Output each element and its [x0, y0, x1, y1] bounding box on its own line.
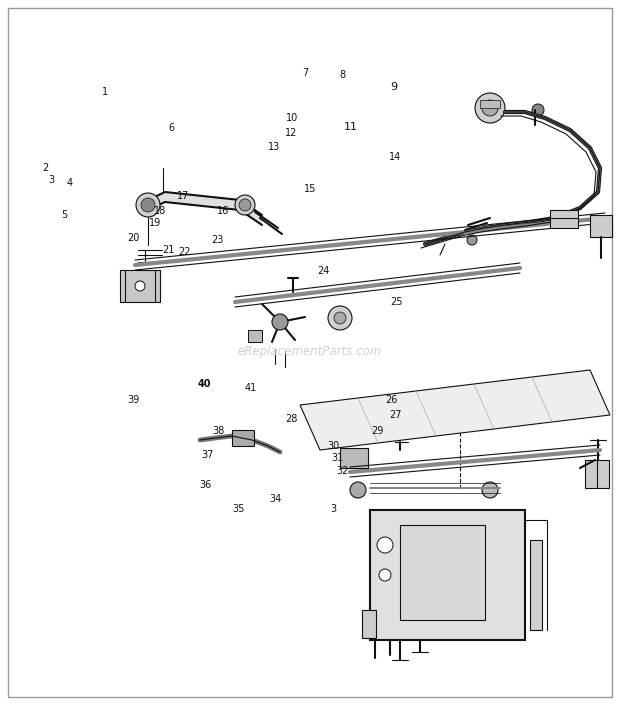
Text: 1: 1 — [102, 87, 108, 97]
Text: 37: 37 — [202, 450, 214, 460]
Bar — [550, 210, 578, 228]
Text: 4: 4 — [67, 178, 73, 188]
Text: 12: 12 — [285, 128, 298, 137]
Text: 9: 9 — [391, 82, 397, 92]
Text: 38: 38 — [212, 427, 224, 436]
Text: 31: 31 — [332, 453, 344, 463]
Text: 25: 25 — [391, 297, 403, 307]
Bar — [120, 270, 160, 302]
Circle shape — [379, 569, 391, 581]
Bar — [530, 540, 542, 630]
Bar — [232, 430, 254, 446]
Text: 3: 3 — [330, 504, 336, 514]
Text: 5: 5 — [61, 210, 67, 220]
Text: 14: 14 — [389, 152, 402, 161]
Circle shape — [475, 93, 505, 123]
Bar — [400, 525, 485, 620]
Circle shape — [272, 314, 288, 330]
Text: 27: 27 — [389, 410, 402, 419]
Text: 15: 15 — [304, 184, 316, 194]
Circle shape — [482, 482, 498, 498]
Text: 3: 3 — [48, 175, 55, 185]
Text: 13: 13 — [268, 142, 280, 152]
Text: 34: 34 — [270, 494, 282, 504]
Text: 26: 26 — [386, 396, 398, 405]
Polygon shape — [148, 192, 262, 225]
Text: 11: 11 — [344, 122, 358, 132]
Text: 21: 21 — [162, 245, 175, 255]
Bar — [248, 330, 262, 342]
Text: 16: 16 — [217, 207, 229, 216]
Text: 36: 36 — [200, 480, 212, 490]
Text: 24: 24 — [317, 266, 330, 276]
Circle shape — [239, 199, 251, 211]
Text: 41: 41 — [245, 383, 257, 393]
Circle shape — [328, 306, 352, 330]
Circle shape — [467, 235, 477, 245]
Text: 17: 17 — [177, 191, 189, 201]
Text: 18: 18 — [154, 207, 166, 216]
Text: 32: 32 — [336, 466, 348, 476]
Circle shape — [141, 198, 155, 212]
Text: 23: 23 — [211, 235, 223, 245]
Circle shape — [482, 100, 498, 116]
Circle shape — [377, 537, 393, 553]
Text: 19: 19 — [149, 219, 161, 228]
Text: 30: 30 — [327, 441, 340, 450]
Circle shape — [350, 482, 366, 498]
Bar — [590, 215, 612, 237]
Text: 8: 8 — [340, 70, 346, 80]
Text: 28: 28 — [285, 415, 298, 424]
Text: 7: 7 — [303, 68, 309, 78]
Text: 6: 6 — [169, 123, 175, 133]
Text: eReplacementParts.com: eReplacementParts.com — [238, 345, 382, 359]
Circle shape — [532, 104, 544, 116]
Circle shape — [135, 281, 145, 291]
Polygon shape — [300, 370, 610, 450]
Circle shape — [136, 193, 160, 217]
Text: 22: 22 — [179, 247, 191, 257]
Bar — [340, 448, 368, 468]
Circle shape — [334, 312, 346, 324]
Text: 2: 2 — [42, 163, 48, 173]
Text: 39: 39 — [127, 396, 140, 405]
Bar — [585, 460, 609, 488]
Bar — [370, 510, 525, 640]
Text: 20: 20 — [127, 233, 140, 243]
Text: 10: 10 — [286, 113, 299, 123]
Bar — [480, 100, 500, 108]
Text: 35: 35 — [232, 504, 245, 514]
Bar — [362, 610, 376, 638]
Text: 40: 40 — [197, 379, 211, 389]
Circle shape — [235, 195, 255, 215]
Text: 29: 29 — [371, 427, 383, 436]
